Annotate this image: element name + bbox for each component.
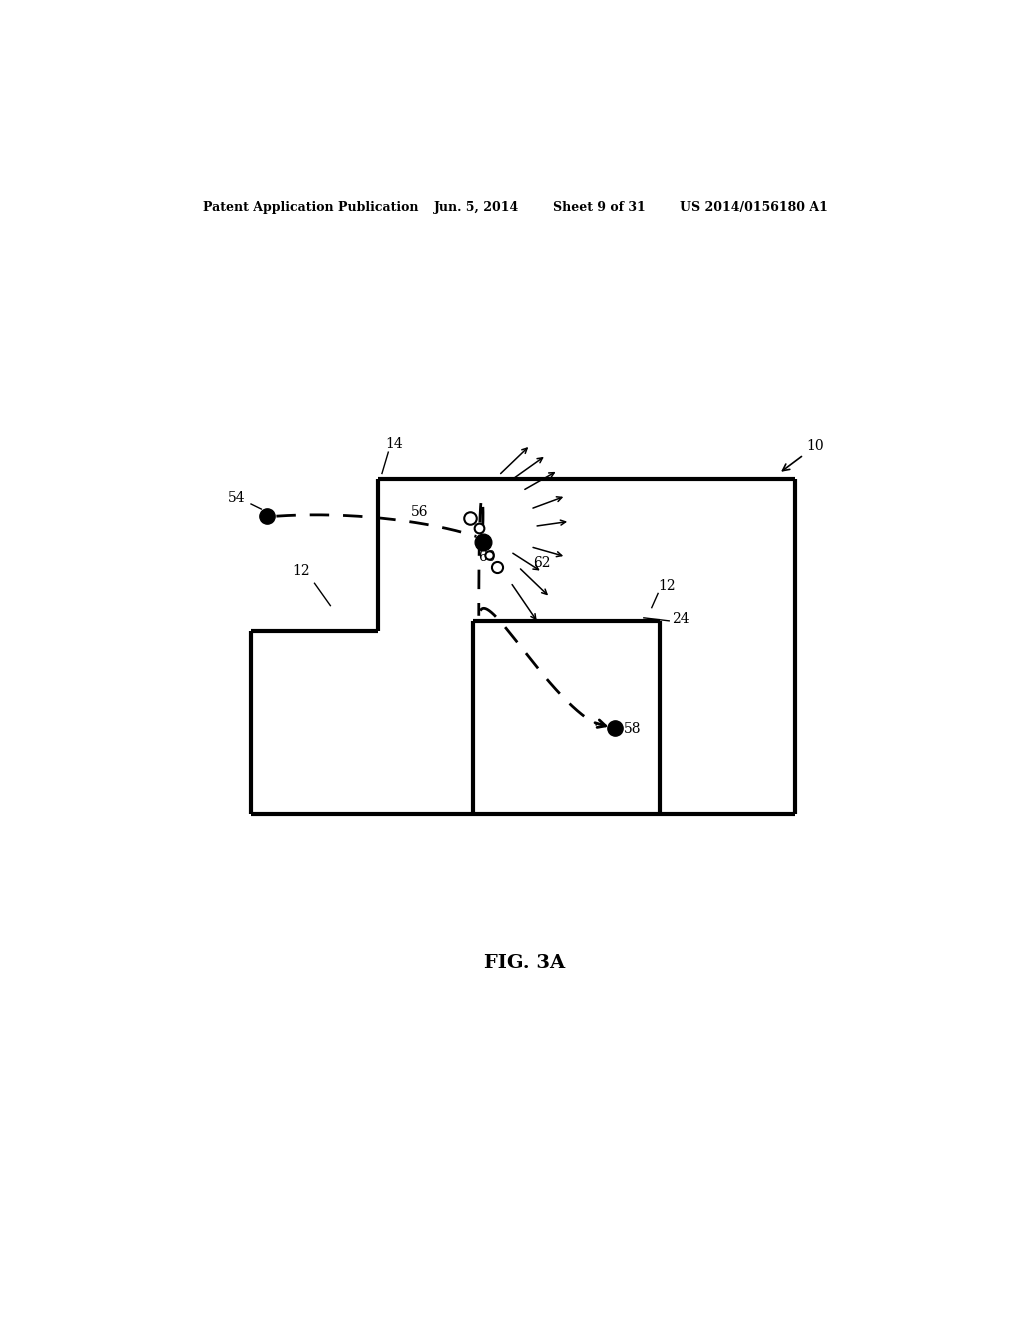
Text: 58: 58	[624, 722, 641, 735]
Text: 14: 14	[385, 437, 402, 451]
Text: 12: 12	[292, 564, 310, 578]
Text: Jun. 5, 2014: Jun. 5, 2014	[433, 201, 519, 214]
Text: 12: 12	[658, 579, 676, 594]
Text: FIG. 3A: FIG. 3A	[484, 954, 565, 973]
Text: US 2014/0156180 A1: US 2014/0156180 A1	[680, 201, 827, 214]
Text: 60: 60	[478, 550, 496, 564]
Text: 62: 62	[532, 556, 550, 570]
Text: Sheet 9 of 31: Sheet 9 of 31	[553, 201, 645, 214]
Text: 10: 10	[782, 440, 824, 471]
Text: Patent Application Publication: Patent Application Publication	[204, 201, 419, 214]
Text: 54: 54	[227, 491, 246, 506]
Text: 56: 56	[411, 506, 428, 519]
Text: 24: 24	[672, 612, 689, 626]
